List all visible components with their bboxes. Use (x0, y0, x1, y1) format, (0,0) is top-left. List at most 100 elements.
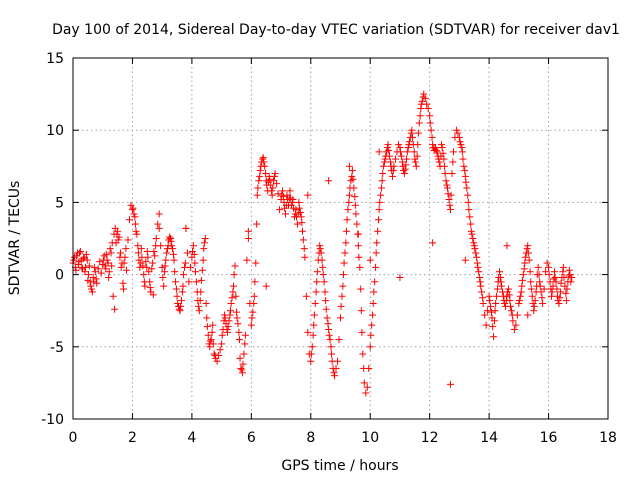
data-point (316, 245, 324, 253)
data-point (417, 105, 425, 113)
data-point (244, 235, 252, 242)
data-point (505, 291, 513, 299)
data-point (521, 253, 529, 261)
data-point (503, 242, 511, 250)
data-point (449, 148, 457, 156)
data-point (185, 278, 193, 286)
data-point (299, 236, 307, 244)
data-point (504, 288, 512, 296)
data-point (221, 314, 229, 322)
data-point (102, 265, 110, 273)
data-point (530, 302, 538, 310)
data-point (122, 245, 130, 253)
data-point (195, 307, 203, 315)
data-point (241, 331, 249, 339)
data-point (402, 155, 410, 163)
data-point (310, 311, 318, 319)
data-point (165, 236, 173, 244)
y-tick-label: -10 (41, 412, 64, 428)
data-point (117, 249, 125, 257)
data-point (385, 146, 393, 154)
data-point (331, 372, 339, 380)
data-point (148, 265, 156, 273)
data-point (562, 297, 570, 305)
data-point (562, 289, 570, 297)
data-point (146, 284, 154, 292)
data-point (389, 172, 397, 180)
data-point (378, 177, 386, 185)
data-point (120, 259, 128, 267)
data-point (238, 366, 246, 374)
data-point (169, 250, 177, 258)
data-point (304, 328, 312, 336)
data-point (415, 119, 423, 127)
data-point (99, 256, 107, 264)
data-point (198, 266, 206, 274)
data-point (191, 268, 199, 276)
data-point (378, 184, 386, 192)
data-point (325, 325, 333, 333)
data-point (209, 340, 217, 348)
data-point (330, 369, 338, 377)
data-point (461, 256, 469, 264)
data-point (546, 278, 554, 286)
chart-title: Day 100 of 2014, Sidereal Day-to-day VTE… (52, 22, 620, 38)
data-point (309, 331, 317, 339)
data-point (352, 210, 360, 218)
y-tick-label: 0 (55, 268, 64, 284)
data-point (310, 321, 318, 329)
data-point (96, 258, 104, 266)
data-point (357, 285, 365, 293)
data-point (345, 162, 353, 170)
data-point (193, 288, 201, 296)
data-point (83, 256, 91, 264)
data-point (471, 245, 479, 253)
data-point (536, 278, 544, 286)
data-point (201, 235, 209, 242)
tick-labels: 0 2 4 6 8 10 12 14 16 18 -10 -5 0 5 10 15 (41, 51, 617, 446)
data-point (143, 263, 151, 271)
data-point (447, 191, 455, 199)
data-point (273, 180, 281, 188)
data-point (211, 351, 219, 359)
data-point (271, 172, 279, 180)
data-point (469, 235, 477, 242)
data-point (257, 162, 265, 170)
data-point (162, 256, 170, 264)
data-point (468, 230, 476, 238)
data-point (548, 288, 556, 296)
data-point (467, 220, 475, 228)
data-point (81, 263, 89, 271)
data-point (145, 268, 153, 276)
data-point (166, 233, 174, 241)
data-point (77, 256, 85, 264)
data-point (391, 155, 399, 163)
data-point (279, 187, 287, 195)
data-point (208, 328, 216, 336)
data-point (132, 227, 140, 235)
data-point (402, 161, 410, 169)
data-point (478, 288, 486, 296)
data-point (362, 389, 370, 397)
data-point (174, 299, 182, 307)
data-point (111, 305, 119, 313)
data-point (321, 288, 329, 296)
data-point (403, 148, 411, 156)
data-point (454, 129, 462, 137)
data-point (155, 224, 163, 232)
data-point (86, 278, 94, 286)
data-point (481, 311, 489, 319)
data-point (147, 288, 155, 296)
data-point (337, 314, 344, 322)
data-point (107, 249, 115, 257)
data-point (548, 292, 556, 300)
data-point (171, 268, 179, 276)
data-point (254, 184, 262, 192)
data-point (445, 196, 453, 204)
data-point (311, 299, 319, 307)
data-point (256, 167, 264, 175)
data-point (136, 263, 144, 271)
data-point (466, 213, 474, 221)
data-point (568, 273, 576, 281)
data-point (405, 138, 413, 146)
